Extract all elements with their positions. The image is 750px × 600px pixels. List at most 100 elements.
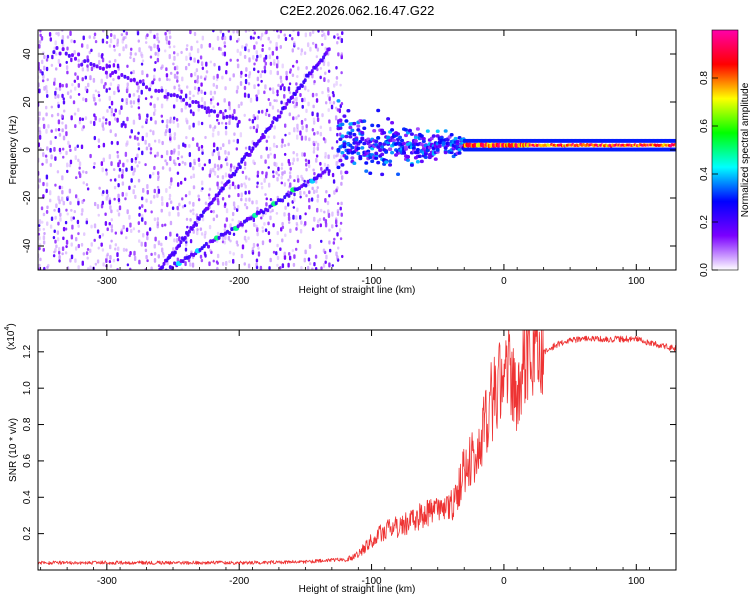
track-arc-cell [138, 79, 142, 84]
noise-cell [70, 242, 73, 247]
track-descending-cell [269, 123, 273, 128]
noise-cell [223, 51, 227, 57]
noise-cell [125, 236, 128, 240]
noise-cell [218, 65, 221, 71]
transition-cell [368, 171, 373, 175]
noise-cell [54, 215, 57, 220]
noise-cell [251, 118, 255, 124]
noise-cell [138, 160, 141, 164]
noise-cell [280, 181, 283, 185]
noise-cell [188, 200, 191, 205]
noise-cell [173, 85, 176, 90]
noise-cell [178, 162, 181, 167]
transition-cell [457, 151, 462, 155]
noise-cell [267, 154, 270, 159]
noise-cell [189, 56, 192, 61]
noise-cell [156, 217, 160, 221]
transition-cell [376, 135, 381, 140]
noise-cell [324, 260, 327, 264]
noise-cell [105, 118, 108, 122]
noise-cell [153, 217, 157, 222]
noise-cell [197, 194, 200, 198]
transition-cell [403, 145, 408, 149]
noise-cell [253, 62, 256, 66]
noise-cell [264, 159, 267, 164]
noise-cell [197, 146, 201, 152]
noise-cell [265, 197, 268, 201]
transition-cell [400, 138, 405, 143]
noise-cell [82, 198, 86, 202]
noise-cell [252, 67, 256, 72]
noise-cell [173, 55, 176, 61]
noise-cell [118, 109, 121, 115]
noise-cell [55, 31, 58, 35]
noise-cell [116, 140, 119, 146]
noise-cell [276, 70, 279, 76]
noise-cell [293, 192, 296, 197]
noise-cell [173, 148, 176, 153]
noise-cell [149, 102, 152, 106]
track-arc-cell [225, 114, 229, 119]
noise-cell [134, 194, 137, 200]
track-arc-cell [206, 106, 210, 111]
noise-cell [228, 117, 231, 122]
x-tick-label: -300 [97, 576, 117, 587]
transition-cell [342, 114, 347, 118]
noise-cell [339, 221, 343, 225]
noise-cell [61, 43, 65, 48]
track-arc-cell [169, 93, 173, 98]
noise-cell [191, 137, 195, 142]
noise-cell [57, 101, 60, 105]
noise-cell [256, 115, 259, 121]
noise-cell [138, 206, 141, 210]
noise-cell [276, 89, 279, 94]
noise-cell [223, 98, 226, 103]
noise-cell [192, 166, 195, 171]
noise-cell [153, 194, 156, 199]
transition-cell [425, 129, 430, 133]
noise-cell [45, 112, 48, 117]
noise-cell [166, 261, 169, 266]
track-arc-cell [194, 100, 198, 105]
track-arc-cell [154, 88, 158, 93]
noise-cell [203, 251, 207, 256]
transition-cell [415, 159, 420, 164]
noise-cell [339, 83, 342, 87]
noise-cell [281, 83, 284, 87]
noise-cell [247, 82, 251, 86]
transition-cell [354, 138, 359, 142]
noise-cell [66, 70, 69, 75]
noise-cell [269, 152, 272, 156]
noise-cell [117, 193, 120, 199]
x-tick-label: -300 [97, 276, 117, 287]
noise-cell [257, 83, 260, 87]
noise-cell [116, 154, 120, 159]
noise-cell [54, 239, 57, 244]
noise-cell [251, 200, 254, 205]
noise-cell [165, 124, 169, 129]
noise-cell [89, 248, 92, 253]
noise-cell [257, 89, 260, 95]
noise-cell [281, 63, 284, 69]
noise-cell [303, 51, 307, 56]
track-arc-cell [222, 115, 226, 120]
noise-cell [248, 71, 252, 76]
noise-cell [336, 202, 340, 206]
noise-cell [291, 249, 295, 253]
noise-cell [117, 246, 120, 252]
noise-cell [297, 47, 300, 50]
noise-cell [223, 240, 227, 245]
noise-cell [86, 256, 89, 260]
noise-cell [181, 160, 185, 164]
noise-cell [69, 95, 72, 99]
transition-cell [437, 144, 442, 148]
noise-cell [146, 184, 149, 190]
noise-cell [56, 112, 60, 117]
noise-cell [184, 261, 187, 267]
noise-cell [168, 78, 171, 82]
noise-cell [240, 70, 243, 75]
noise-cell [292, 206, 296, 209]
noise-cell [40, 206, 44, 211]
noise-cell [299, 215, 302, 220]
noise-cell [109, 244, 112, 250]
